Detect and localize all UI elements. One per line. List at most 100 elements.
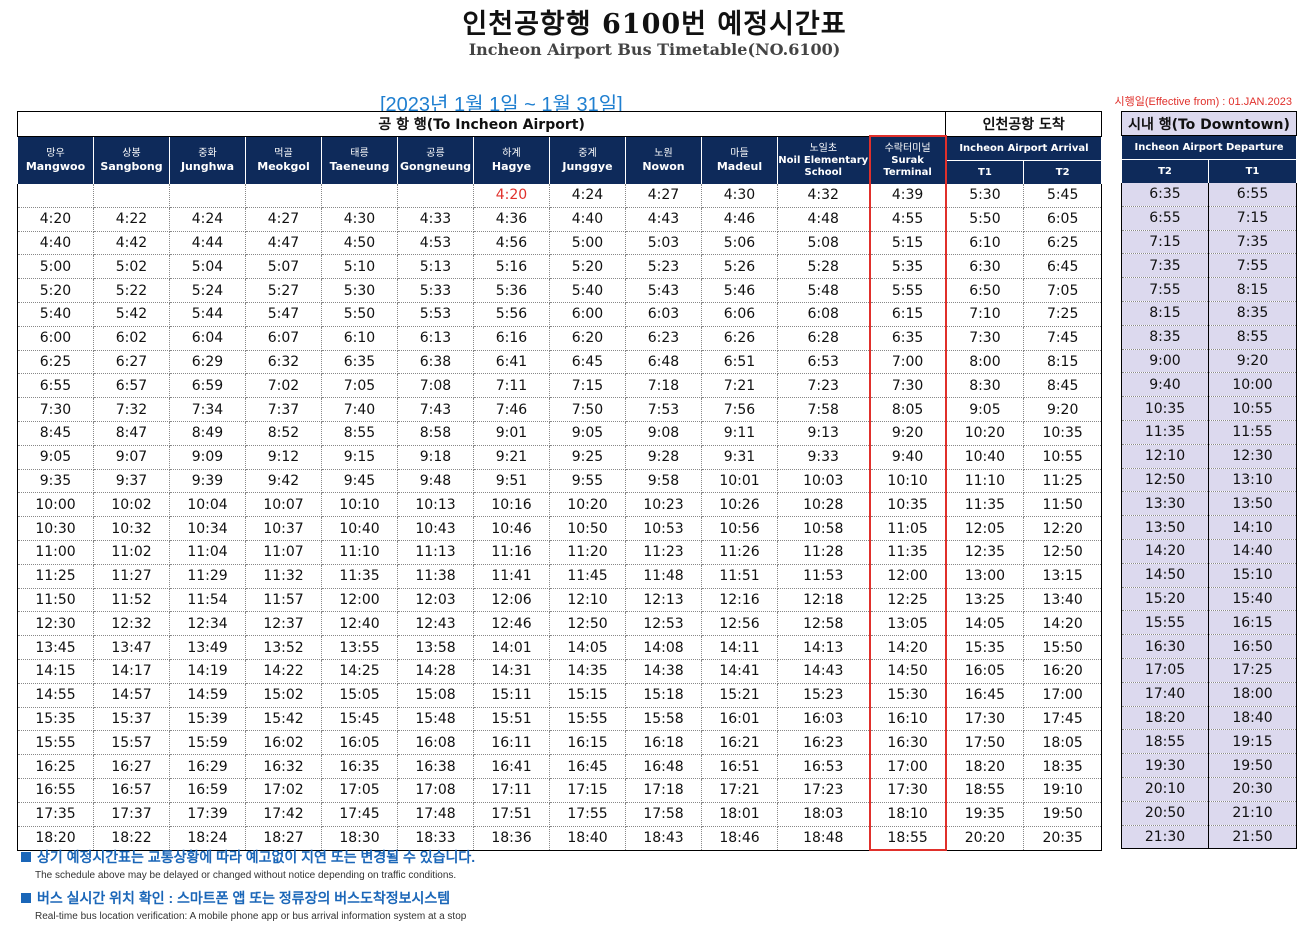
time-cell: 6:53 (777, 350, 871, 375)
time-cell: 7:55 (1121, 277, 1209, 302)
time-cell: 18:46 (701, 826, 778, 851)
time-cell: 13:25 (945, 588, 1025, 613)
time-cell (169, 184, 246, 208)
time-cell: 18:43 (625, 826, 702, 851)
time-cell: 9:35 (17, 469, 94, 494)
time-cell: 11:55 (1207, 420, 1298, 445)
time-cell: 11:20 (549, 540, 626, 565)
time-cell: 5:56 (473, 302, 550, 327)
time-cell: 14:25 (321, 659, 398, 684)
time-cell: 6:35 (1121, 183, 1209, 207)
time-cell: 9:55 (549, 469, 626, 494)
time-cell: 6:25 (1023, 231, 1103, 256)
time-cell: 5:10 (321, 254, 398, 280)
note-delay-ko: 상기 예정시간표는 교통상황에 따라 예고없이 지연 또는 변경될 수 있습니다… (37, 849, 476, 865)
note-delay: 상기 예정시간표는 교통상황에 따라 예고없이 지연 또는 변경될 수 있습니다… (21, 847, 475, 881)
time-cell: 16:59 (169, 778, 246, 803)
square-bullet-icon (21, 893, 31, 903)
time-cell: 14:35 (549, 659, 626, 684)
time-cell: 16:35 (321, 754, 398, 779)
time-cell: 11:52 (93, 588, 170, 613)
time-cell: 6:07 (245, 326, 322, 351)
time-cell: 14:17 (93, 659, 170, 684)
time-cell: 9:12 (245, 445, 322, 470)
time-cell: 9:05 (945, 397, 1025, 422)
time-cell: 18:27 (245, 826, 322, 851)
time-cell: 5:30 (321, 278, 398, 303)
time-cell: 18:03 (777, 802, 871, 827)
time-cell: 17:30 (945, 707, 1025, 732)
time-cell: 10:03 (777, 469, 871, 494)
time-cell: 14:19 (169, 659, 246, 684)
time-cell: 5:42 (93, 302, 170, 327)
table-row: 5:20 5:22 5:24 5:27 5:30 5:33 5:36 5:40 5:43 5:46… (17, 278, 1103, 303)
table-row: 8:35 8:55 (1121, 325, 1298, 350)
time-cell: 16:08 (397, 730, 474, 756)
table-row: 4:20 4:22 4:24 4:27 4:30 4:33 4:36 4:40 4:43 4:46… (17, 207, 1103, 232)
time-cell: 11:04 (169, 540, 246, 565)
time-cell: 6:02 (93, 326, 170, 351)
time-cell: 6:35 (321, 350, 398, 375)
time-cell: 5:33 (397, 278, 474, 303)
time-cell: 13:50 (1207, 491, 1298, 517)
time-cell: 10:58 (777, 516, 871, 541)
time-cell: 8:05 (869, 397, 947, 422)
time-cell: 6:57 (93, 373, 170, 399)
time-cell: 10:10 (869, 469, 947, 494)
time-cell: 4:20 (473, 184, 550, 208)
time-cell: 4:32 (777, 184, 871, 208)
time-cell: 6:55 (1121, 206, 1209, 231)
time-cell: 9:33 (777, 445, 871, 470)
time-cell: 7:53 (625, 397, 702, 422)
time-cell: 10:00 (1207, 372, 1298, 398)
time-cell: 5:15 (869, 231, 947, 256)
stop-name-en: Surak Terminal (883, 155, 932, 178)
time-cell: 12:05 (945, 516, 1025, 541)
time-cell: 18:22 (93, 826, 170, 851)
time-cell: 10:53 (625, 516, 702, 541)
time-cell: 19:10 (1023, 778, 1103, 803)
time-cell: 17:00 (1023, 683, 1103, 708)
time-cell: 11:07 (245, 540, 322, 565)
time-cell: 8:15 (1023, 350, 1103, 375)
time-cell: 9:00 (1121, 349, 1209, 374)
time-cell: 12:58 (777, 611, 871, 637)
time-cell: 16:51 (701, 754, 778, 779)
time-cell: 14:41 (701, 659, 778, 684)
time-cell: 9:40 (1121, 372, 1209, 398)
table-row: 18:20 18:22 18:24 18:27 18:30 18:33 18:36 18:40… (17, 826, 1103, 852)
time-cell: 4:33 (397, 207, 474, 232)
time-cell: 21:30 (1121, 825, 1209, 850)
time-cell: 9:13 (777, 421, 871, 446)
time-cell: 12:30 (17, 611, 94, 637)
time-cell: 16:11 (473, 730, 550, 756)
time-cell (321, 184, 398, 208)
table-row: 17:40 18:00 (1121, 682, 1298, 707)
time-cell: 10:35 (869, 492, 947, 518)
time-cell: 5:16 (473, 254, 550, 280)
time-cell: 17:58 (625, 802, 702, 827)
time-cell: 4:48 (777, 207, 871, 232)
time-cell: 16:45 (549, 754, 626, 779)
time-cell: 7:23 (777, 373, 871, 399)
time-cell: 14:10 (1207, 515, 1298, 540)
arrival-header: Incheon Airport Arrival (945, 136, 1103, 161)
stop-name-ko: 망우 (46, 148, 65, 160)
time-cell: 15:39 (169, 707, 246, 732)
time-cell: 10:00 (17, 492, 94, 518)
time-cell: 18:05 (1023, 730, 1103, 756)
time-cell: 9:45 (321, 469, 398, 494)
time-cell: 14:11 (701, 635, 778, 660)
time-cell: 9:08 (625, 421, 702, 446)
time-cell: 6:00 (17, 326, 94, 351)
time-cell: 12:56 (701, 611, 778, 637)
time-cell: 4:53 (397, 231, 474, 256)
stop-header: 하계 Hagye (473, 136, 550, 184)
time-cell: 6:08 (777, 302, 871, 327)
time-cell: 11:26 (701, 540, 778, 565)
time-cell: 14:28 (397, 659, 474, 684)
time-cell: 15:59 (169, 730, 246, 756)
time-cell: 11:27 (93, 564, 170, 589)
time-cell: 11:00 (17, 540, 94, 565)
stop-header: 공릉 Gongneung (397, 136, 474, 184)
